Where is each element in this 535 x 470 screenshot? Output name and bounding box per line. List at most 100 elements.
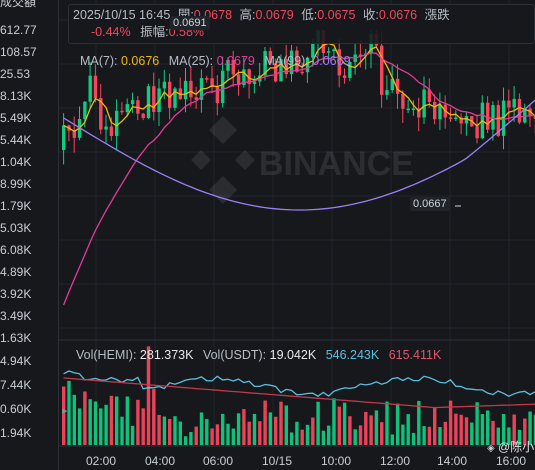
- low-value: 0.0675: [317, 8, 356, 22]
- price-axis-tick: 6.08K: [0, 243, 32, 257]
- price-axis-tick: 5.03K: [0, 221, 32, 235]
- volume-bar: [236, 413, 241, 445]
- trough-annotation: 0.0667: [410, 197, 450, 211]
- volume-bar: [374, 410, 379, 445]
- volume-bar: [380, 422, 384, 445]
- volume-bar: [358, 425, 363, 445]
- ma25-label: MA(25):: [168, 54, 214, 68]
- volume-bar: [369, 415, 373, 445]
- candle-body: [268, 51, 273, 64]
- volume-bar: [205, 419, 209, 445]
- volume-bar: [422, 426, 426, 445]
- volume-bar: [152, 389, 156, 445]
- candle-body: [327, 51, 331, 53]
- volume-bar: [395, 403, 400, 445]
- candle-body: [231, 59, 235, 75]
- candle-body: [385, 90, 389, 95]
- candle-body: [162, 81, 167, 89]
- ma-legend: MA(7): 0.0676 MA(25): 0.0679 MA(99): 0.0…: [80, 54, 351, 68]
- candle-body: [274, 63, 278, 82]
- vol-hemi-label: Vol(HEMI):: [76, 348, 137, 362]
- time-axis-label: 14:00: [437, 454, 468, 468]
- volume-axis-tick: 4.94K: [0, 354, 32, 368]
- candle-body: [417, 108, 421, 118]
- volume-bar: [162, 416, 167, 445]
- candle-body: [104, 126, 108, 130]
- candle-body: [242, 69, 246, 86]
- candle-body: [236, 74, 241, 86]
- volume-bar: [231, 428, 235, 445]
- candle-body: [83, 101, 87, 120]
- candle-body: [168, 81, 172, 108]
- candle-body: [130, 100, 135, 105]
- volume-bar: [67, 380, 71, 445]
- volume-bar: [62, 386, 66, 445]
- price-axis-tick: 5.49K: [0, 111, 32, 125]
- volume-ma-line-a: [63, 370, 535, 398]
- candle-body: [406, 108, 410, 111]
- axis-header: 成交額: [0, 0, 37, 9]
- candle-body: [433, 101, 437, 120]
- collapse-arrow-icon[interactable]: ▸: [62, 405, 68, 417]
- ohlc-info-bar: 2025/10/15 16:45 開:0.0678 高:0.0679 低:0.0…: [68, 4, 535, 44]
- volume-bar: [486, 410, 490, 445]
- candle-body: [401, 93, 405, 109]
- price-axis-tick: 5.44K: [0, 133, 32, 147]
- volume-bar: [215, 424, 220, 445]
- price-axis-tick: 1.79K: [0, 199, 32, 213]
- peak-annotation: 0.0691: [170, 16, 210, 30]
- volume-bar: [268, 412, 273, 445]
- price-axis-tick: 8.99K: [0, 177, 32, 191]
- high-label: 高:: [239, 8, 256, 22]
- candle-body: [183, 80, 188, 100]
- volume-bar: [284, 405, 288, 445]
- price-axis-tick: 4.89K: [0, 265, 32, 279]
- candle-body: [189, 80, 193, 98]
- candle-body: [512, 98, 516, 108]
- volume-bar: [258, 421, 262, 445]
- volume-bar: [480, 414, 485, 445]
- candle-body: [380, 45, 384, 95]
- volume-bar: [183, 436, 188, 445]
- candle-body: [72, 130, 76, 138]
- volume-bar: [475, 402, 479, 445]
- candle-body: [459, 117, 463, 124]
- candle-body: [141, 113, 145, 118]
- candle-body: [422, 89, 426, 118]
- volume-bar: [337, 406, 341, 445]
- candle-body: [252, 81, 257, 84]
- candle-body: [93, 75, 98, 99]
- volume-bar: [459, 414, 463, 445]
- volume-bar: [168, 418, 172, 445]
- volume-bar: [221, 413, 225, 445]
- volume-bar: [533, 414, 535, 445]
- volume-bar: [512, 414, 516, 445]
- volume-ma-line-b: [63, 377, 535, 409]
- volume-bar: [406, 414, 410, 445]
- candle-body: [300, 71, 304, 74]
- high-value: 0.0679: [255, 8, 294, 22]
- candle-body: [517, 98, 522, 123]
- ma7-line: [63, 42, 535, 133]
- volume-bar: [390, 434, 394, 445]
- volume-bar: [528, 411, 532, 445]
- volume-bar: [443, 421, 447, 445]
- candle-body: [215, 87, 220, 104]
- volume-bar: [289, 432, 294, 445]
- chart-area[interactable]: BINANCE: [59, 0, 535, 470]
- close-label: 收:: [362, 8, 379, 22]
- vol-usdt-label: Vol(USDT):: [202, 348, 267, 362]
- volume-bar: [364, 411, 368, 445]
- volume-bar: [210, 428, 214, 445]
- candle-body: [348, 61, 352, 78]
- price-axis-tick: 108.57: [0, 45, 37, 59]
- candle-body: [289, 50, 294, 75]
- price-axis-tick: 612.77: [0, 23, 37, 37]
- volume-bar: [311, 417, 315, 445]
- left-axis: 成交額 612.77 108.57 25.53 8.13K 5.49K 5.44K 1.04K…: [0, 0, 59, 470]
- candle-body: [332, 49, 336, 52]
- vol-hemi-value: 281.373K: [139, 348, 194, 362]
- candlestick-chart[interactable]: BINANCE: [59, 0, 535, 470]
- volume-bar: [342, 402, 347, 445]
- candle-body: [284, 59, 288, 75]
